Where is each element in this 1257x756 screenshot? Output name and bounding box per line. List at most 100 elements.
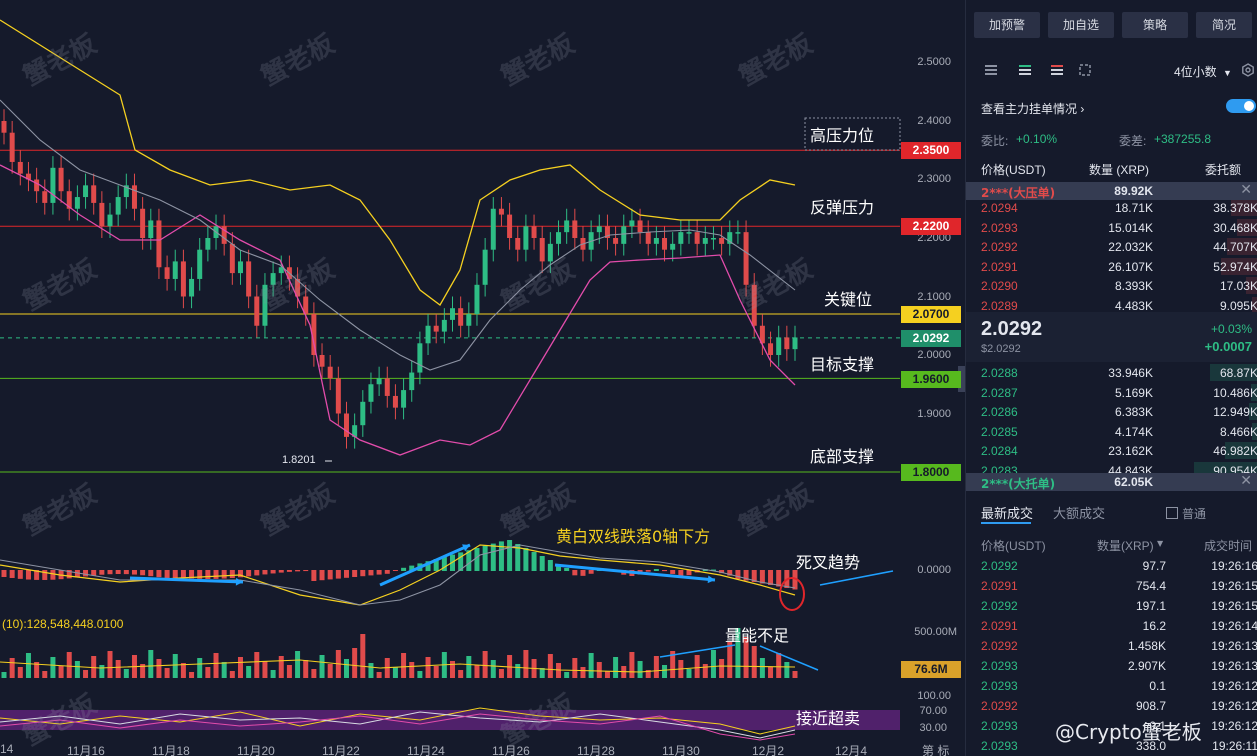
macd-axis-label: 0.0000 <box>917 564 951 576</box>
candle-body <box>458 308 464 326</box>
macd-histogram-bar <box>123 570 129 575</box>
volume-bar <box>164 668 170 678</box>
volume-bar <box>474 665 480 678</box>
x-axis-date: 12月4 <box>835 744 868 756</box>
trade-row: 2.0292 1.458K 19:26:13 <box>966 637 1257 656</box>
x-axis-date: 12月2 <box>752 744 785 756</box>
ask-row[interactable]: 2.0293 15.014K 30.468K <box>966 218 1257 238</box>
candle-body <box>670 243 676 250</box>
strategy-button[interactable]: 策略 <box>1122 12 1188 38</box>
trade-row: 2.0292 197.1 19:26:15 <box>966 597 1257 616</box>
volume-bar <box>197 658 203 678</box>
candle-body <box>792 337 798 350</box>
macd-histogram-bar <box>776 570 782 587</box>
candle-body <box>148 220 154 238</box>
overview-button[interactable]: 简况 <box>1196 12 1252 38</box>
tab-latest-trades[interactable]: 最新成交 <box>981 506 1034 521</box>
ask-row[interactable]: 2.0290 8.393K 17.03K <box>966 277 1257 296</box>
big-ask-value: 89.92K <box>1114 184 1153 198</box>
candle-body <box>221 226 227 244</box>
x-axis-date: 14 <box>0 742 14 756</box>
volume-bar <box>735 628 741 678</box>
volume-bar <box>409 662 415 678</box>
decimal-select[interactable]: 4位小数 ▼ <box>1174 63 1232 80</box>
candle-body <box>507 214 513 238</box>
panel-collapse-handle <box>958 366 965 392</box>
settings-icon[interactable] <box>1241 62 1255 77</box>
bid-row[interactable]: 2.0284 23.162K 46.982K <box>966 442 1257 461</box>
macd-histogram-bar <box>99 570 105 575</box>
close-icon[interactable]: ✕ <box>1240 182 1252 198</box>
ask-qty: 15.014K <box>1108 220 1153 235</box>
volume-bar <box>34 662 40 678</box>
bid-depth-bar <box>1225 442 1257 459</box>
macd-histogram-bar <box>392 570 398 571</box>
rsi-axis-label: 100.00 <box>917 690 951 702</box>
book-view-bids-icon[interactable] <box>1018 62 1032 76</box>
bid-amt: 8.466K <box>1219 424 1257 439</box>
x-axis-date: 11月18 <box>152 744 190 756</box>
trade-time: 19:26:13 <box>1211 639 1257 653</box>
annotation-death-cross: 死叉趋势 <box>796 553 861 572</box>
bid-row[interactable]: 2.0285 4.174K 8.466K <box>966 422 1257 442</box>
book-header-qty: 数量 (XRP) <box>1089 163 1150 177</box>
candle-body <box>547 243 553 262</box>
volume-bar <box>254 652 260 678</box>
candle-body <box>83 185 89 198</box>
candle-body <box>115 197 121 215</box>
candle-body <box>229 243 235 274</box>
macd-histogram-bar <box>727 570 733 576</box>
ask-row[interactable]: 2.0292 22.032K 44.707K <box>966 238 1257 257</box>
annotation-key-level: 关键位 <box>824 290 873 309</box>
bid-row[interactable]: 2.0287 5.169K 10.486K <box>966 383 1257 403</box>
annotation-rebound-resistance: 反弹压力 <box>810 198 875 217</box>
bid-amt: 46.982K <box>1213 444 1257 458</box>
macd-histogram-bar <box>229 570 235 579</box>
big-bid-row[interactable]: 2***(大托单) 62.05K ✕ <box>966 473 1257 491</box>
candle-body <box>710 238 716 240</box>
candlestick-chart-area[interactable]: 2.5000 2.4000 2.3000 2.2000 2.1000 2.000… <box>0 0 965 756</box>
y-axis-label: 2.4000 <box>917 115 951 127</box>
macd-histogram-bar <box>515 544 521 571</box>
tab-large-trades[interactable]: 大额成交 <box>1053 506 1106 521</box>
macd-histogram-bar <box>474 548 480 571</box>
book-view-both-icon[interactable] <box>984 62 998 76</box>
ask-row[interactable]: 2.0294 18.71K 38.378K <box>966 199 1257 218</box>
candle-body <box>759 325 765 344</box>
volume-ma-line <box>0 659 796 673</box>
bollinger-lower-line <box>0 164 796 456</box>
candle-body <box>743 232 749 285</box>
ask-qty: 18.71K <box>1114 201 1153 215</box>
volume-bar <box>645 670 651 678</box>
volume-bar <box>792 671 798 678</box>
chart-canvas[interactable] <box>0 0 965 756</box>
close-icon[interactable]: ✕ <box>1240 473 1252 489</box>
book-view-asks-icon[interactable] <box>1050 62 1064 76</box>
volume-bar <box>433 666 439 678</box>
ask-row[interactable]: 2.0291 26.107K 52.974K <box>966 257 1257 277</box>
macd-histogram-bar <box>213 570 219 579</box>
trade-row: 2.0292 97.7 19:26:16 <box>966 557 1257 576</box>
book-view-depth-icon[interactable] <box>1078 62 1092 76</box>
ask-depth-bar <box>1226 238 1257 255</box>
ask-row[interactable]: 2.0289 4.483K 9.095K <box>966 296 1257 316</box>
normal-checkbox[interactable] <box>1166 507 1178 519</box>
volume-bar <box>768 667 774 678</box>
big-ask-row[interactable]: 2***(大压单) 89.92K ✕ <box>966 182 1257 200</box>
volume-arrow-1 <box>659 644 736 658</box>
candle-body <box>343 413 349 437</box>
add-watchlist-button[interactable]: 加自选 <box>1048 12 1114 38</box>
trade-qty: 754.4 <box>1135 579 1166 593</box>
candle-body <box>58 167 64 192</box>
rsi-line-2 <box>0 711 796 739</box>
bid-row[interactable]: 2.0288 33.946K 68.87K <box>966 364 1257 383</box>
add-alert-button[interactable]: 加预警 <box>974 12 1040 38</box>
volume-bar <box>596 662 602 678</box>
main-orders-toggle[interactable] <box>1226 99 1256 113</box>
volume-bar <box>401 653 407 678</box>
bid-row[interactable]: 2.0286 6.383K 12.949K <box>966 403 1257 422</box>
main-orders-link[interactable]: 查看主力挂单情况 › <box>981 100 1084 117</box>
volume-bar <box>686 669 692 678</box>
volume-bar <box>482 651 488 678</box>
volume-bar <box>580 667 586 678</box>
